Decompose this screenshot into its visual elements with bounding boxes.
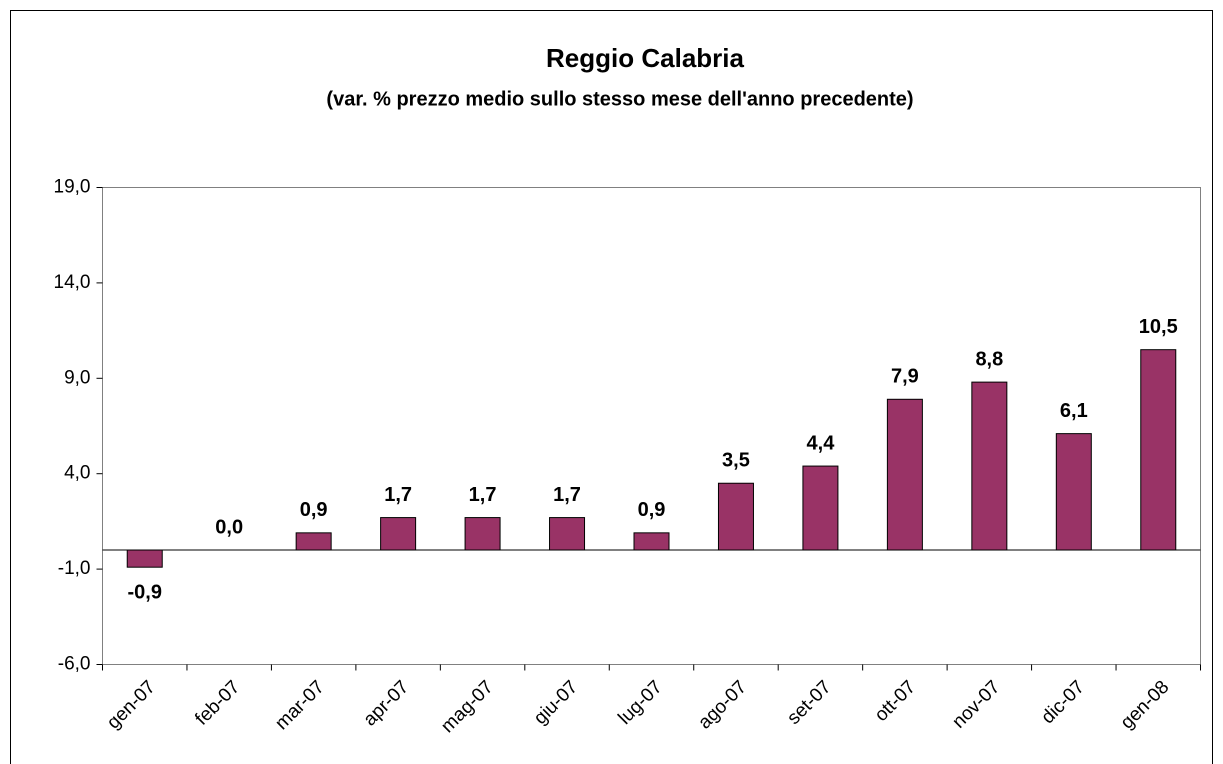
value-label: 4,4 [807, 432, 836, 454]
bar [549, 517, 586, 551]
y-tick-label: 9,0 [64, 367, 90, 388]
bar [380, 517, 417, 551]
bar [802, 465, 839, 551]
y-tick-label: 19,0 [54, 177, 91, 198]
bar [633, 532, 670, 551]
bar [126, 549, 163, 568]
value-label: 3,5 [722, 450, 750, 472]
value-label: 0,9 [638, 499, 666, 521]
chart-frame [10, 10, 1213, 764]
value-label: 1,7 [553, 484, 581, 506]
bar [1055, 433, 1092, 551]
bar [971, 381, 1008, 551]
y-tick-label: -6,0 [58, 654, 91, 675]
value-label: -0,9 [127, 581, 161, 603]
bar [464, 517, 501, 551]
y-tick-label: 14,0 [54, 272, 91, 293]
chart-title: Reggio Calabria [546, 43, 744, 73]
y-tick-label: -1,0 [58, 558, 91, 579]
bar [886, 398, 923, 551]
value-label: 1,7 [384, 484, 412, 506]
bar [295, 532, 332, 551]
value-label: 0,9 [300, 499, 328, 521]
value-label: 8,8 [975, 348, 1003, 370]
chart-subtitle: (var. % prezzo medio sullo stesso mese d… [326, 88, 913, 110]
value-label: 6,1 [1060, 400, 1088, 422]
plot-area [102, 187, 1201, 665]
value-label: 0,0 [215, 516, 243, 538]
value-label: 10,5 [1139, 316, 1178, 338]
bar [1140, 349, 1177, 551]
bar [717, 482, 754, 551]
value-label: 1,7 [469, 484, 497, 506]
value-label: 7,9 [891, 366, 919, 388]
y-tick-label: 4,0 [64, 463, 90, 484]
